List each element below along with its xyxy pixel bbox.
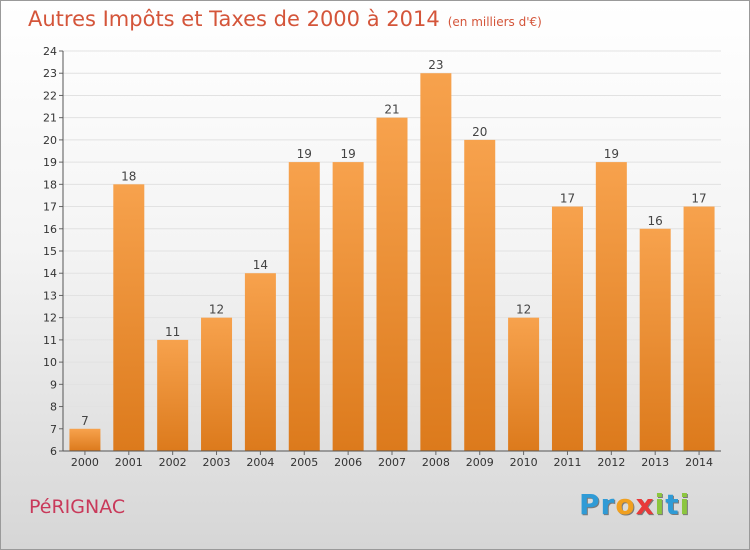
data-label-2001: 18 <box>121 169 136 183</box>
x-tick-label-2012: 2012 <box>597 456 625 469</box>
logo-letter: o <box>615 488 636 521</box>
x-tick-label-2003: 2003 <box>203 456 231 469</box>
x-tick-label-2004: 2004 <box>246 456 274 469</box>
bar-2012 <box>595 162 627 451</box>
x-tick-label-2001: 2001 <box>115 456 143 469</box>
bar-2002 <box>157 339 189 451</box>
x-tick-label-2009: 2009 <box>466 456 494 469</box>
logo-letter: i <box>679 488 691 521</box>
data-label-2010: 12 <box>516 303 531 317</box>
y-tick-label: 20 <box>43 134 57 147</box>
x-tick-label-2011: 2011 <box>553 456 581 469</box>
x-tick-label-2002: 2002 <box>159 456 187 469</box>
data-label-2012: 19 <box>604 147 619 161</box>
y-tick-label: 18 <box>43 178 57 191</box>
x-tick-label-2008: 2008 <box>422 456 450 469</box>
y-tick-label: 10 <box>43 356 57 369</box>
axes: 6 7 8 9 10 11 12 13 14 15 16 17 18 19 20 21 22 23 24 2000 20… <box>43 45 721 469</box>
y-tick-label: 12 <box>43 312 57 325</box>
logo-letter: P <box>579 488 601 521</box>
logo-letter: r <box>600 488 616 521</box>
bar-2013 <box>639 228 671 451</box>
x-tick-label-2007: 2007 <box>378 456 406 469</box>
bar-2007 <box>376 117 408 452</box>
y-tick-label: 11 <box>43 334 57 347</box>
data-label-2014: 17 <box>691 192 706 206</box>
data-label-2004: 14 <box>253 258 268 272</box>
y-tick-label: 13 <box>43 289 57 302</box>
bar-2004 <box>244 273 276 451</box>
data-label-2005: 19 <box>297 147 312 161</box>
chart-title-text: Autres Impôts et Taxes de 2000 à 2014 <box>28 7 440 31</box>
data-label-2006: 19 <box>340 147 355 161</box>
bar-2003 <box>201 317 233 451</box>
y-tick-label: 22 <box>43 89 57 102</box>
y-tick-label: 9 <box>50 378 57 391</box>
bar-2009 <box>464 139 496 451</box>
logo-letter: x <box>635 488 655 521</box>
data-label-2008: 23 <box>428 58 443 72</box>
x-tick-label-2006: 2006 <box>334 456 362 469</box>
y-tick-label: 21 <box>43 112 57 125</box>
y-tick-label: 19 <box>43 156 57 169</box>
y-tick-label: 8 <box>50 401 57 414</box>
bar-2008 <box>420 73 452 451</box>
bar-2014 <box>683 206 715 451</box>
chart-title: Autres Impôts et Taxes de 2000 à 2014 (en… <box>28 7 542 31</box>
data-label-2009: 20 <box>472 125 487 139</box>
x-tick-label-2000: 2000 <box>71 456 99 469</box>
y-tick-label: 6 <box>50 445 57 458</box>
bar-2006 <box>332 162 364 451</box>
x-tick-label-2013: 2013 <box>641 456 669 469</box>
y-tick-label: 15 <box>43 245 57 258</box>
data-label-2002: 11 <box>165 325 180 339</box>
bar-2001 <box>113 184 145 452</box>
x-tick-label-2005: 2005 <box>290 456 318 469</box>
y-tick-label: 24 <box>43 45 57 58</box>
y-tick-label: 16 <box>43 223 57 236</box>
y-tick-label: 14 <box>43 267 57 280</box>
y-tick-label: 7 <box>50 423 57 436</box>
data-label-2000: 7 <box>81 414 89 428</box>
data-label-2013: 16 <box>648 214 663 228</box>
proxiti-logo: Proxiti <box>579 488 690 521</box>
bar-2000 <box>69 428 101 451</box>
x-tick-label-2010: 2010 <box>510 456 538 469</box>
bar-2010 <box>508 317 540 451</box>
y-tick-label: 23 <box>43 67 57 80</box>
y-tick-label: 17 <box>43 201 57 214</box>
bars: 7 18 11 12 14 19 19 21 23 20 12 17 19 16 17 <box>69 58 715 452</box>
chart-subtitle: (en milliers d'€) <box>447 15 542 29</box>
logo-letter: i <box>654 488 666 521</box>
data-label-2011: 17 <box>560 192 575 206</box>
x-tick-label-2014: 2014 <box>685 456 713 469</box>
data-label-2007: 21 <box>384 103 399 117</box>
commune-name: PéRIGNAC <box>29 496 126 518</box>
bar-2005 <box>288 162 320 451</box>
bar-2011 <box>551 206 583 451</box>
data-label-2003: 12 <box>209 303 224 317</box>
logo-letter: t <box>665 488 680 521</box>
